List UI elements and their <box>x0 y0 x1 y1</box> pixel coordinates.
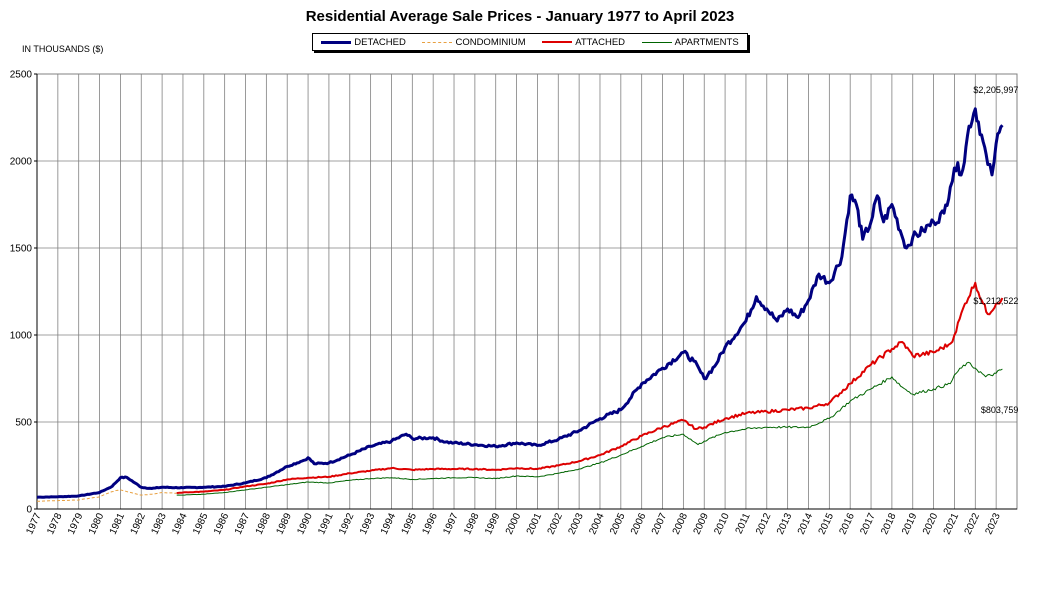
x-tick-label: 2021 <box>942 511 962 536</box>
x-tick-label: 1997 <box>441 511 461 536</box>
x-tick-label: 2019 <box>900 511 920 536</box>
x-tick-label: 1989 <box>275 511 295 536</box>
x-tick-label: 2009 <box>692 511 712 536</box>
x-tick-label: 1978 <box>45 511 65 536</box>
legend-swatch-apartments <box>641 41 672 43</box>
x-tick-label: 2005 <box>608 511 628 536</box>
legend-label-apartments: APARTMENTS <box>674 36 739 48</box>
x-tick-label: 2010 <box>712 511 732 536</box>
x-tick-label: 1984 <box>170 511 190 536</box>
x-tick-label: 1979 <box>66 511 86 536</box>
x-tick-label: 2017 <box>858 511 878 536</box>
x-tick-label: 1982 <box>129 511 149 536</box>
y-tick-label: 2500 <box>10 70 33 81</box>
x-tick-label: 1986 <box>212 511 232 536</box>
x-tick-label: 2020 <box>921 511 941 536</box>
x-tick-label: 1995 <box>400 511 420 536</box>
plot-area <box>36 73 1018 510</box>
series-line-condominium <box>37 489 177 502</box>
x-tick-label: 2001 <box>525 511 545 536</box>
x-tick-label: 2012 <box>754 511 774 536</box>
x-tick-label: 2003 <box>566 511 586 536</box>
x-tick-label: 1983 <box>149 511 169 536</box>
chart-title: Residential Average Sale Prices - Januar… <box>305 8 735 25</box>
legend-label-condominium: CONDOMINIUM <box>455 36 526 48</box>
series-line-apartments <box>176 361 1003 496</box>
x-tick-label: 2000 <box>504 511 524 536</box>
legend-item-attached: ATTACHED <box>542 37 625 48</box>
legend-item-detached: DETACHED <box>321 37 406 48</box>
x-tick-label: 2022 <box>963 511 983 536</box>
x-tick-label: 2023 <box>983 511 1003 536</box>
y-tick-label: 500 <box>15 418 32 429</box>
x-tick-label: 2018 <box>879 511 899 536</box>
series-line-attached <box>176 281 1004 494</box>
x-tick-label: 1998 <box>462 511 482 536</box>
x-tick-label: 1980 <box>87 511 107 536</box>
x-tick-label: 1991 <box>316 511 336 536</box>
x-tick-label: 1990 <box>295 511 315 536</box>
x-tick-label: 1985 <box>191 511 211 536</box>
annotation-attached: $1,212,522 <box>973 296 1018 306</box>
annotation-apartments: $803,759 <box>981 405 1019 415</box>
legend-item-apartments: APARTMENTS <box>641 36 739 48</box>
x-tick-label: 1987 <box>233 511 253 536</box>
x-tick-label: 1981 <box>108 511 128 536</box>
legend-swatch-attached <box>542 41 573 43</box>
x-tick-label: 1992 <box>337 511 357 536</box>
x-tick-label: 1993 <box>358 511 378 536</box>
x-tick-label: 1999 <box>483 511 503 536</box>
x-tick-label: 1994 <box>379 511 399 536</box>
y-tick-label: 0 <box>26 505 32 516</box>
x-tick-label: 2014 <box>796 511 816 536</box>
legend: DETACHED CONDOMINIUM ATTACHED APARTMENTS <box>312 33 748 51</box>
x-tick-label: 2016 <box>838 511 858 536</box>
series-line-detached <box>36 107 1004 499</box>
x-tick-label: 2004 <box>587 511 607 536</box>
x-tick-label: 1988 <box>254 511 274 536</box>
x-tick-label: 2006 <box>629 511 649 536</box>
y-tick-label: 2000 <box>10 157 33 168</box>
x-tick-label: 2008 <box>671 511 691 536</box>
x-tick-label: 2007 <box>650 511 670 536</box>
y-tick-label: 1500 <box>10 244 33 255</box>
legend-label-detached: DETACHED <box>354 36 406 48</box>
x-tick-label: 2011 <box>734 511 753 536</box>
y-axis-unit-label: IN THOUSANDS ($) <box>22 44 104 54</box>
legend-label-attached: ATTACHED <box>575 36 626 48</box>
legend-swatch-detached <box>321 40 352 44</box>
annotation-detached: $2,205,997 <box>973 85 1018 95</box>
x-tick-label: 2013 <box>775 511 795 536</box>
x-tick-label: 2015 <box>817 511 837 536</box>
legend-swatch-condominium <box>422 41 453 43</box>
y-tick-label: 1000 <box>10 331 33 342</box>
x-tick-label: 2002 <box>546 511 566 536</box>
x-tick-label: 1996 <box>421 511 441 536</box>
legend-item-condominium: CONDOMINIUM <box>422 36 526 48</box>
